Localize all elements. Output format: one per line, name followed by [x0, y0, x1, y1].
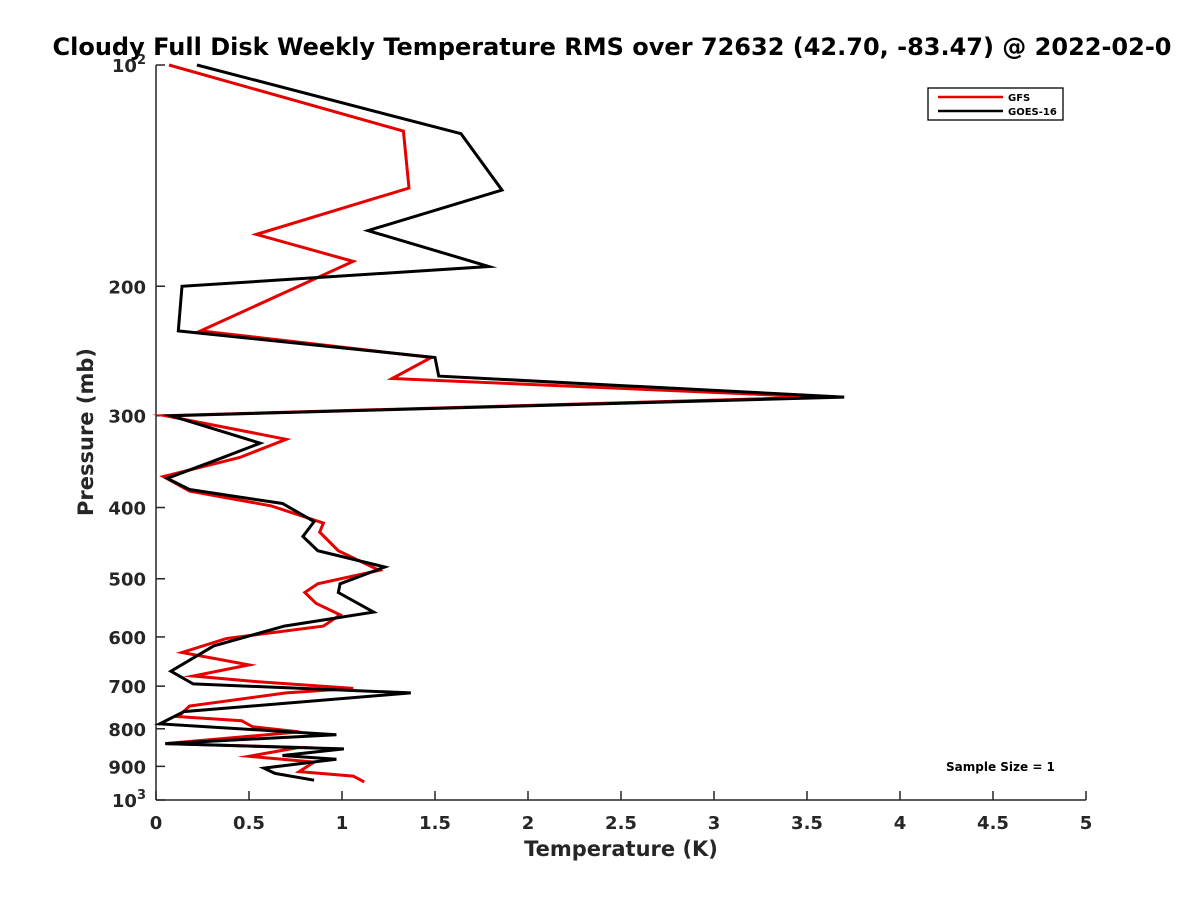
x-tick-label: 0 [150, 813, 163, 834]
sample-size-annotation: Sample Size = 1 [946, 760, 1055, 774]
x-tick-label: 1 [336, 813, 349, 834]
y-axis-label: Pressure (mb) [74, 348, 98, 516]
x-ticks: 0 0.5 1 1.5 2 2.5 3 3.5 4 4.5 5 [150, 791, 1093, 834]
series-line-goes-16 [154, 63, 845, 782]
y-tick-label: 600 [108, 628, 146, 649]
x-tick-label: 0.5 [233, 813, 265, 834]
x-tick-label: 4 [894, 813, 907, 834]
legend-label-goes-16: GOES-16 [1008, 107, 1057, 118]
legend: GFS GOES-16 [927, 87, 1064, 121]
series-line-gfs [151, 63, 822, 784]
x-tick-label: 3.5 [791, 813, 823, 834]
y-tick-label: 700 [108, 677, 146, 698]
series-lines [151, 63, 845, 784]
y-tick-label: 900 [108, 757, 146, 778]
y-tick-label: 300 [108, 407, 146, 428]
x-axis-label: Temperature (K) [524, 837, 718, 861]
y-tick-label: 500 [108, 570, 146, 591]
y-tick-label: 800 [108, 720, 146, 741]
legend-box [927, 87, 1064, 121]
x-tick-label: 2.5 [605, 813, 637, 834]
y-tick-label: 400 [108, 499, 146, 520]
x-tick-label: 4.5 [977, 813, 1009, 834]
y-tick-label: 200 [108, 277, 146, 298]
x-tick-label: 5 [1080, 813, 1093, 834]
x-tick-label: 2 [522, 813, 535, 834]
x-tick-label: 1.5 [419, 813, 451, 834]
y-tick-label: 103 [112, 788, 146, 812]
axes [155, 65, 1086, 801]
legend-label-gfs: GFS [1008, 93, 1030, 104]
y-tick-label: 102 [112, 53, 146, 77]
y-ticks: 102 200 300 400 500 600 700 800 900 103 [108, 53, 165, 812]
chart-title: Cloudy Full Disk Weekly Temperature RMS … [53, 33, 1172, 61]
x-tick-label: 3 [708, 813, 721, 834]
